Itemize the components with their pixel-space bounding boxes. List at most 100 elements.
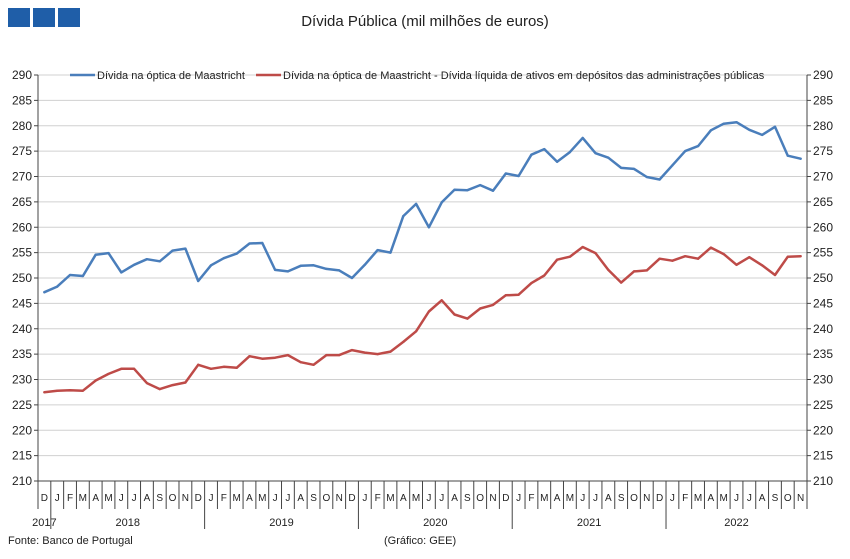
x-tick-label: S <box>310 493 317 504</box>
legend-label-maastricht: Dívida na óptica de Maastricht <box>97 70 245 82</box>
series-1-point <box>402 214 405 218</box>
series-2-point <box>761 264 764 267</box>
series-lines <box>43 120 802 394</box>
series-1-point <box>632 167 636 170</box>
series-2-point <box>453 313 456 316</box>
series-2-point <box>107 372 110 376</box>
series-1-point <box>748 128 751 131</box>
series-1-point <box>504 172 507 175</box>
y-tick-label-right: 225 <box>813 398 833 412</box>
x-tick-label: D <box>41 493 48 504</box>
series-2-point <box>312 363 315 366</box>
series-2-point <box>350 348 354 352</box>
y-tick-label-right: 290 <box>813 68 833 82</box>
series-1-point <box>248 242 251 245</box>
series-1-point <box>607 156 610 159</box>
series-2-point <box>645 269 648 272</box>
series-2-point <box>120 367 123 370</box>
series-2-point <box>171 383 174 387</box>
series-2-point <box>594 252 597 255</box>
series-1-point <box>363 263 366 266</box>
x-tick-label: M <box>540 493 548 504</box>
x-tick-label: F <box>682 493 688 504</box>
series-1-point <box>581 136 584 140</box>
x-tick-label: J <box>285 493 290 504</box>
series-2-point <box>414 330 418 333</box>
series-1-point <box>440 201 443 204</box>
y-axis-left: 210 215 220 225 230 235 240 245 250 255 260 265 270 2… <box>12 68 32 488</box>
y-tick-label-left: 285 <box>12 93 32 107</box>
y-tick-label-left: 220 <box>12 423 32 437</box>
series-1-point <box>761 133 764 136</box>
series-1-point <box>145 258 149 261</box>
series-1-point <box>517 174 520 178</box>
x-tick-label: S <box>772 493 779 504</box>
year-label: 2017 <box>32 517 56 529</box>
y-tick-label-left: 230 <box>12 373 32 387</box>
series-1-point <box>709 129 712 132</box>
x-tick-label: M <box>258 493 266 504</box>
x-tick-label: M <box>386 493 394 504</box>
series-2-point <box>248 355 251 358</box>
x-tick-label: O <box>322 493 330 504</box>
series-2-point <box>286 354 290 357</box>
x-tick-label: O <box>784 493 792 504</box>
y-tick-label-right: 250 <box>813 271 833 285</box>
y-tick-label-left: 250 <box>12 271 32 285</box>
x-tick-label: S <box>618 493 625 504</box>
series-2-point <box>684 255 687 258</box>
series-2-point <box>632 270 636 273</box>
series-1-point <box>696 144 700 148</box>
x-tick-label: M <box>412 493 420 504</box>
series-1-point <box>81 274 84 278</box>
series-2-point <box>43 391 46 394</box>
series-2-point <box>607 268 610 271</box>
x-tick-label: O <box>630 493 638 504</box>
x-tick-label: F <box>67 493 73 504</box>
series-1-point <box>620 166 623 169</box>
year-label: 2021 <box>577 517 601 529</box>
series-2-point <box>81 389 84 392</box>
x-tick-label: A <box>554 493 561 504</box>
y-tick-label-right: 210 <box>813 474 833 488</box>
series-1-point <box>658 178 661 181</box>
x-tick-label: S <box>156 493 163 504</box>
series-1-point <box>133 263 136 266</box>
series-1-point <box>414 202 418 206</box>
x-tick-label: A <box>759 493 766 504</box>
series-1-point <box>555 160 559 163</box>
series-2-point <box>427 310 431 313</box>
x-tick-label: J <box>734 493 739 504</box>
series-1-point <box>684 150 687 153</box>
x-tick-label: A <box>400 493 407 504</box>
x-tick-label: J <box>209 493 214 504</box>
series-1-point <box>107 252 110 255</box>
series-2-point <box>68 389 72 392</box>
series-1-point <box>722 122 725 125</box>
x-tick-label: O <box>476 493 484 504</box>
series-2-point <box>222 365 225 368</box>
y-tick-label-right: 285 <box>813 93 833 107</box>
gridlines <box>34 74 811 482</box>
x-tick-label: A <box>144 493 151 504</box>
y-tick-label-right: 240 <box>813 322 833 336</box>
y-tick-label-left: 265 <box>12 195 32 209</box>
x-tick-label: F <box>375 493 381 504</box>
x-tick-label: M <box>720 493 728 504</box>
series-2-point <box>773 273 777 277</box>
y-tick-label-left: 255 <box>12 246 32 260</box>
series-2-point <box>466 317 469 320</box>
series-2-point <box>440 299 443 302</box>
x-tick-label: D <box>195 493 202 504</box>
series-1-point <box>158 260 161 263</box>
series-2-point <box>299 361 302 364</box>
y-tick-label-right: 260 <box>813 220 833 234</box>
x-tick-label: A <box>605 493 612 504</box>
series-2-point <box>235 366 238 369</box>
x-tick-label: D <box>656 493 663 504</box>
series-2-point <box>748 256 751 259</box>
series-1-point <box>171 249 174 252</box>
x-tick-label: J <box>55 493 60 504</box>
y-tick-label-left: 245 <box>12 296 32 310</box>
x-tick-label: N <box>643 493 650 504</box>
